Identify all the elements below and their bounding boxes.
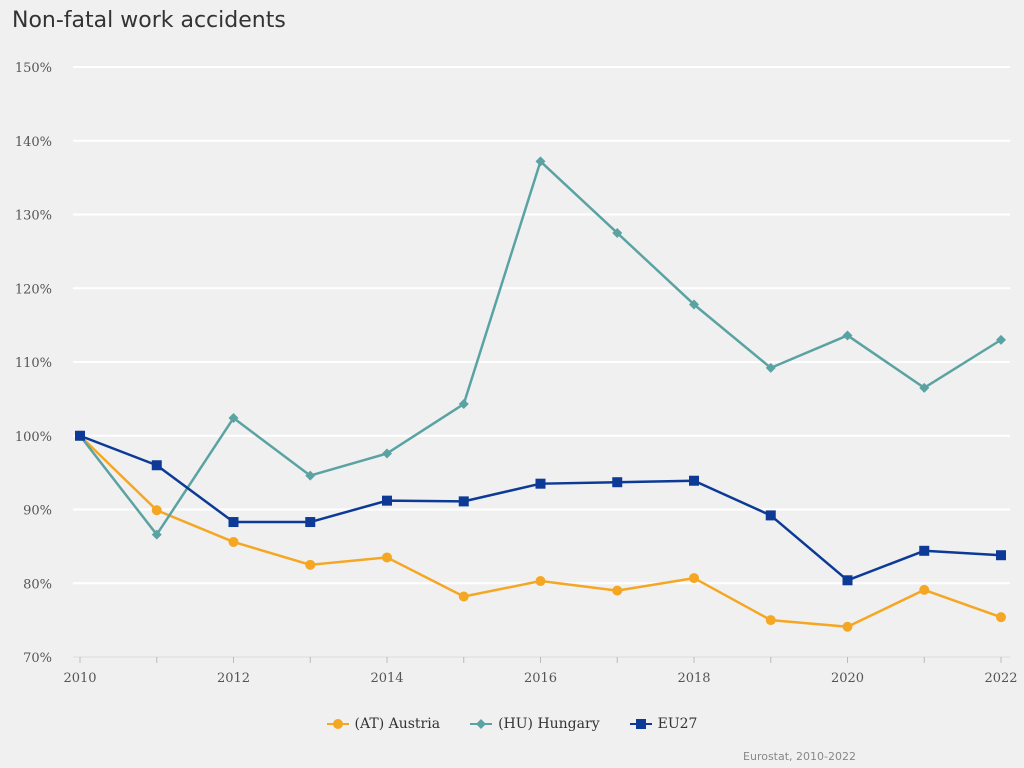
data-point[interactable]: [305, 559, 316, 570]
y-tick-label: 110%: [15, 356, 52, 371]
x-tick-label: 2022: [984, 671, 1017, 686]
y-tick-label: 100%: [15, 430, 52, 445]
data-point[interactable]: [765, 362, 776, 373]
legend-item-hungary[interactable]: (HU) Hungary: [470, 716, 600, 732]
x-tick-label: 2014: [370, 671, 403, 686]
legend-label-eu27: EU27: [657, 716, 698, 732]
data-point[interactable]: [458, 399, 469, 410]
x-tick-label: 2020: [831, 671, 864, 686]
data-point[interactable]: [996, 612, 1006, 623]
data-point[interactable]: [458, 591, 469, 602]
data-point[interactable]: [75, 430, 85, 441]
source-credit: Eurostat, 2010-2022: [743, 750, 856, 763]
data-point[interactable]: [996, 550, 1006, 561]
data-point[interactable]: [842, 621, 853, 632]
data-point[interactable]: [765, 615, 776, 626]
data-point[interactable]: [612, 477, 623, 488]
data-point[interactable]: [151, 505, 162, 516]
legend-item-eu27[interactable]: EU27: [629, 716, 698, 732]
data-point[interactable]: [612, 227, 623, 238]
legend-label-austria: (AT) Austria: [354, 716, 441, 732]
series-group: [75, 156, 1006, 632]
legend-label-hungary: (HU) Hungary: [498, 716, 600, 732]
legend-marker-austria: [326, 719, 349, 729]
legend-item-austria[interactable]: (AT) Austria: [326, 716, 441, 732]
y-tick-label: 120%: [15, 282, 52, 297]
x-tick-label: 2016: [524, 671, 557, 686]
data-point[interactable]: [765, 510, 776, 521]
legend-marker-hungary: [470, 719, 493, 729]
series-2: [75, 430, 1006, 586]
x-tick-label: 2018: [677, 671, 710, 686]
x-tick-label: 2010: [63, 671, 96, 686]
data-point[interactable]: [382, 495, 392, 506]
chart-title: Non-fatal work accidents: [12, 8, 286, 33]
y-tick-label: 130%: [15, 209, 52, 224]
y-tick-label: 70%: [23, 651, 52, 666]
y-tick-label: 140%: [15, 135, 52, 150]
x-tick-label: 2012: [217, 671, 250, 686]
data-point[interactable]: [151, 529, 162, 540]
data-point[interactable]: [305, 470, 316, 481]
data-point[interactable]: [228, 413, 239, 424]
series-line: [79, 160, 1002, 536]
series-line: [79, 434, 1002, 582]
data-point[interactable]: [996, 334, 1006, 345]
grid-lines: [73, 66, 1010, 658]
data-point[interactable]: [382, 552, 392, 563]
data-point[interactable]: [919, 545, 930, 556]
data-point[interactable]: [919, 584, 930, 595]
data-point[interactable]: [689, 475, 699, 486]
x-axis-ticks: 2010 2012 2014 2016 2018 2020 2022: [63, 657, 1018, 686]
y-tick-label: 80%: [23, 577, 52, 592]
data-point[interactable]: [228, 517, 239, 528]
data-point[interactable]: [612, 585, 623, 596]
data-point[interactable]: [458, 496, 469, 507]
data-point[interactable]: [305, 517, 316, 528]
legend-marker-eu27: [629, 719, 652, 729]
data-point[interactable]: [382, 448, 392, 459]
y-tick-label: 150%: [15, 61, 52, 76]
series-line: [79, 434, 1002, 629]
y-tick-label: 90%: [23, 504, 52, 519]
series-0: [75, 430, 1006, 632]
data-point[interactable]: [535, 576, 546, 587]
data-point[interactable]: [842, 330, 853, 341]
data-point[interactable]: [151, 460, 162, 471]
data-point[interactable]: [842, 575, 853, 586]
data-point[interactable]: [689, 573, 699, 584]
data-point[interactable]: [228, 536, 239, 547]
data-point[interactable]: [535, 156, 546, 167]
data-point[interactable]: [689, 299, 699, 310]
legend: (AT) Austria (HU) Hungary EU27: [0, 716, 1024, 732]
data-point[interactable]: [919, 382, 930, 393]
y-axis-ticks: 70% 80% 90% 100% 110% 120% 130% 140% 150%: [15, 61, 52, 666]
data-point[interactable]: [535, 478, 546, 489]
